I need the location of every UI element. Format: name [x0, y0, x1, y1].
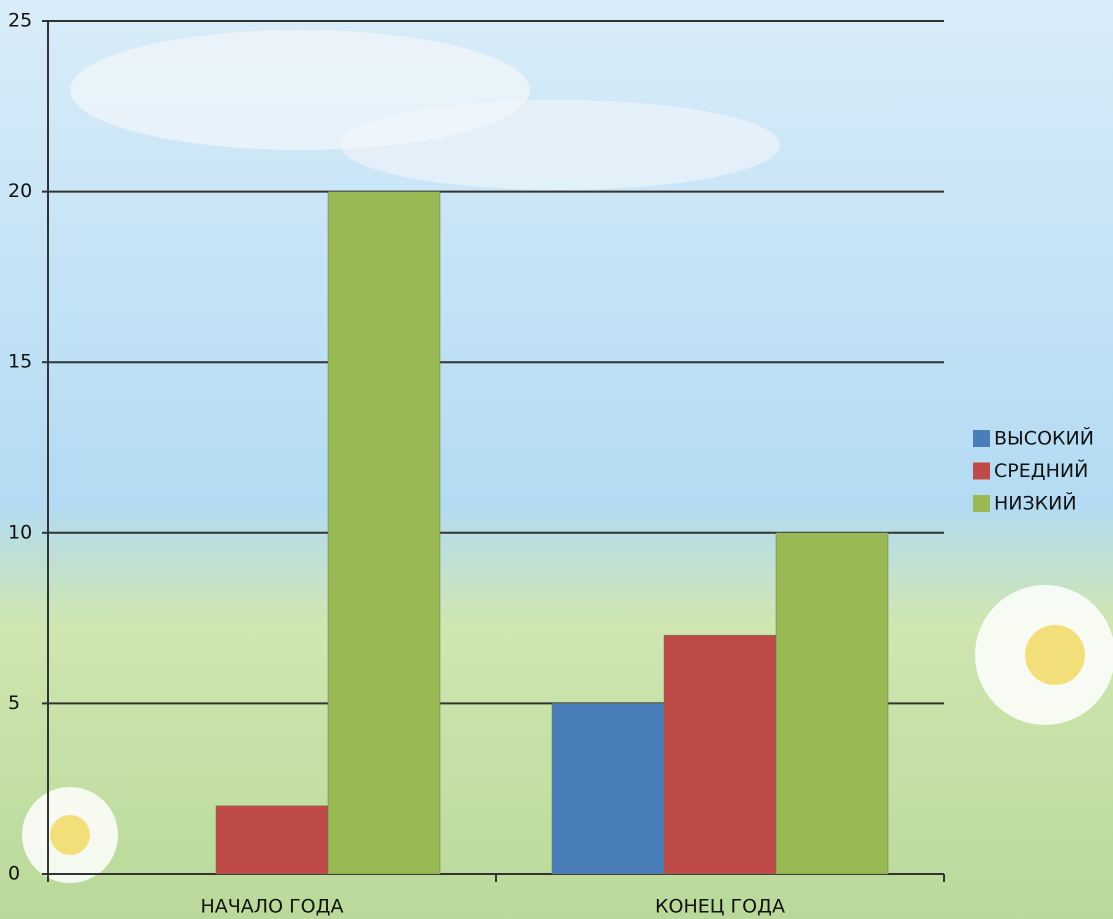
legend-swatch — [973, 430, 990, 447]
y-tick-label: 20 — [8, 180, 32, 202]
bar — [328, 192, 440, 874]
y-tick-label: 0 — [8, 863, 20, 885]
bar — [776, 533, 888, 874]
flower — [50, 815, 90, 855]
chart: 0 5 10 15 20 25 НАЧАЛО ГОДА КОНЕЦ ГОДА ВЫСОКИЙ СР… — [0, 0, 1113, 919]
x-tick-label: КОНЕЦ ГОДА — [655, 896, 785, 918]
legend-swatch — [973, 463, 990, 480]
y-tick-label: 5 — [8, 692, 20, 714]
y-tick-label: 25 — [8, 10, 32, 32]
flower — [1025, 625, 1085, 685]
x-tick-label: НАЧАЛО ГОДА — [201, 896, 344, 918]
y-tick-label: 15 — [8, 351, 32, 373]
legend-label: СРЕДНИЙ — [994, 459, 1088, 482]
bar — [664, 635, 776, 874]
y-tick-label: 10 — [8, 521, 32, 543]
cloud — [340, 100, 780, 190]
legend-swatch — [973, 495, 990, 512]
bar — [216, 806, 328, 874]
bar — [552, 703, 664, 874]
legend-label: НИЗКИЙ — [994, 492, 1077, 515]
legend-label: ВЫСОКИЙ — [994, 427, 1094, 450]
